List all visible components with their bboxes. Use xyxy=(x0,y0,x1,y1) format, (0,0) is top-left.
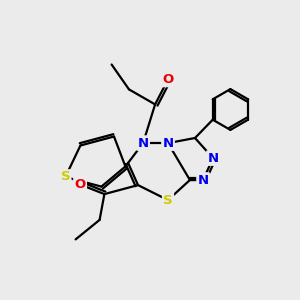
Text: N: N xyxy=(162,136,174,150)
Text: O: O xyxy=(162,73,174,86)
Text: O: O xyxy=(74,178,86,191)
Text: N: N xyxy=(197,173,209,187)
Text: N: N xyxy=(137,136,149,150)
Text: N: N xyxy=(207,152,219,165)
Text: S: S xyxy=(163,194,173,207)
Text: S: S xyxy=(61,170,70,184)
